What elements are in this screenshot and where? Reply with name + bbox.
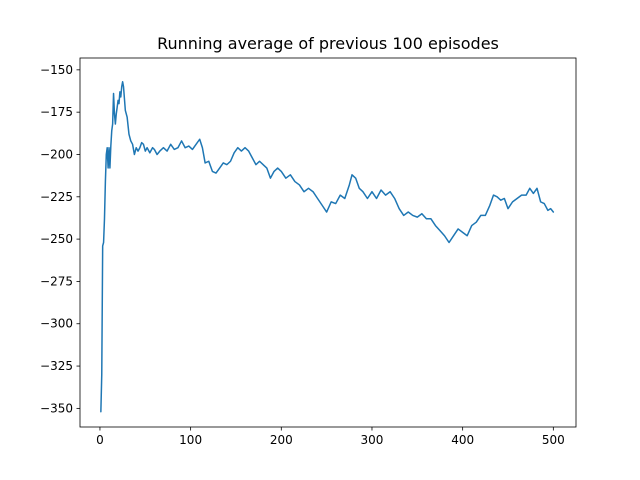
x-tick-label: 400 [451,433,474,447]
y-tick-label: −300 [40,317,73,331]
chart-title: Running average of previous 100 episodes [157,34,499,53]
y-tick-label: −175 [40,105,73,119]
x-tick-label: 200 [270,433,293,447]
y-axis: −150 −175 −200 −225 −250 −275 −300 −325 −350 [40,63,80,415]
x-tick-label: 300 [361,433,384,447]
y-tick-label: −250 [40,232,73,246]
y-tick-label: −325 [40,359,73,373]
series-line [100,80,555,413]
y-tick-label: −225 [40,190,73,204]
y-tick-label: −350 [40,401,73,415]
y-tick-label: −150 [40,63,73,77]
y-tick-label: −275 [40,274,73,288]
x-tick-label: 500 [542,433,565,447]
x-tick-label: 0 [96,433,104,447]
plot-frame [79,57,577,428]
y-tick-label: −200 [40,147,73,161]
x-axis: 0 100 200 300 400 500 [96,427,565,447]
x-tick-label: 100 [179,433,202,447]
